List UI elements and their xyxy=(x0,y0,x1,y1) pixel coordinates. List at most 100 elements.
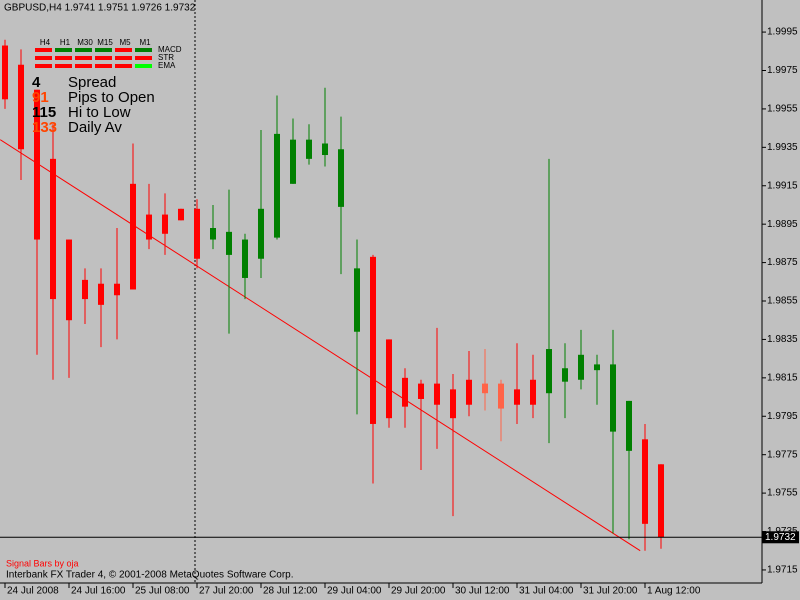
x-tick-label: 29 Jul 04:00 xyxy=(327,586,382,597)
candle-body xyxy=(386,339,392,419)
signal-block xyxy=(35,56,52,60)
last-price-label: 1.9732 xyxy=(765,532,796,543)
candle-body xyxy=(514,389,520,405)
signal-block xyxy=(95,56,112,60)
candle-body xyxy=(546,349,552,394)
candle-body xyxy=(274,133,280,238)
candle-body xyxy=(306,139,312,159)
timeframe-label: H4 xyxy=(40,38,51,47)
candle-body xyxy=(498,383,504,409)
last-price-box xyxy=(762,531,799,544)
signal-block xyxy=(115,48,132,52)
signal-block xyxy=(75,56,92,60)
y-tick-label: 1.9755 xyxy=(767,488,798,499)
candle-body xyxy=(242,239,248,278)
stat-value: 91 xyxy=(32,89,49,106)
signal-block xyxy=(75,48,92,52)
candle-body xyxy=(146,214,152,240)
signal-block xyxy=(115,56,132,60)
x-tick-label: 27 Jul 20:00 xyxy=(199,586,254,597)
stat-value: 115 xyxy=(32,104,56,121)
candle-body xyxy=(210,228,216,240)
candle-body xyxy=(82,279,88,300)
candle-body xyxy=(418,383,424,399)
x-tick-label: 1 Aug 12:00 xyxy=(647,586,701,597)
candle-body xyxy=(338,149,344,207)
candle-body xyxy=(562,368,568,382)
candle-body xyxy=(162,214,168,234)
y-tick-label: 1.9795 xyxy=(767,411,798,422)
y-tick-label: 1.9915 xyxy=(767,180,798,191)
candle-body xyxy=(50,158,56,300)
candle-body xyxy=(370,256,376,424)
candle-body xyxy=(578,354,584,380)
x-tick-label: 30 Jul 12:00 xyxy=(455,586,510,597)
candle-body xyxy=(434,383,440,405)
timeframe-label: H1 xyxy=(60,38,71,47)
y-tick-label: 1.9955 xyxy=(767,104,798,115)
x-tick-label: 25 Jul 08:00 xyxy=(135,586,190,597)
y-tick-label: 1.9875 xyxy=(767,257,798,268)
candle-body xyxy=(178,208,184,221)
candle-body xyxy=(194,208,200,259)
signal-block xyxy=(55,64,72,68)
candle-body xyxy=(34,89,40,240)
stat-value: 4 xyxy=(32,74,41,91)
candle-body xyxy=(610,364,616,432)
signature: Signal Bars by oja xyxy=(6,558,79,568)
signal-block xyxy=(135,64,152,68)
y-tick-label: 1.9975 xyxy=(767,65,798,76)
candle-body xyxy=(466,379,472,405)
stat-label: Pips to Open xyxy=(68,89,155,106)
y-tick-label: 1.9855 xyxy=(767,296,798,307)
y-tick-label: 1.9995 xyxy=(767,27,798,38)
candle-body xyxy=(290,139,296,184)
stat-label: Daily Av xyxy=(68,119,122,136)
candle-body xyxy=(2,45,8,100)
candle-body xyxy=(450,389,456,419)
y-tick-label: 1.9775 xyxy=(767,449,798,460)
row-label: MACD xyxy=(158,45,182,54)
x-tick-label: 29 Jul 20:00 xyxy=(391,586,446,597)
signal-block xyxy=(35,48,52,52)
x-tick-label: 31 Jul 04:00 xyxy=(519,586,574,597)
x-tick-label: 28 Jul 12:00 xyxy=(263,586,318,597)
candle-body xyxy=(226,231,232,255)
y-tick-label: 1.9835 xyxy=(767,334,798,345)
signal-block xyxy=(135,48,152,52)
candle-body xyxy=(114,283,120,296)
timeframe-label: M5 xyxy=(119,38,131,47)
candle-body xyxy=(594,364,600,371)
y-tick-label: 1.9815 xyxy=(767,372,798,383)
x-tick-label: 24 Jul 2008 xyxy=(7,586,59,597)
copyright: Interbank FX Trader 4, © 2001-2008 MetaQ… xyxy=(6,570,294,581)
signal-block xyxy=(115,64,132,68)
candle-body xyxy=(66,239,72,321)
trendline xyxy=(0,139,641,552)
candle-body xyxy=(626,400,632,451)
y-tick-label: 1.9715 xyxy=(767,565,798,576)
chart-title: GBPUSD,H4 1.9741 1.9751 1.9726 1.9732 xyxy=(4,3,196,14)
stat-label: Hi to Low xyxy=(68,104,131,121)
x-tick-label: 31 Jul 20:00 xyxy=(583,586,638,597)
y-tick-label: 1.9895 xyxy=(767,219,798,230)
signal-block xyxy=(55,48,72,52)
signal-block xyxy=(75,64,92,68)
row-label: STR xyxy=(158,53,174,62)
candle-body xyxy=(642,439,648,524)
timeframe-label: M1 xyxy=(139,38,151,47)
timeframe-label: M15 xyxy=(97,38,113,47)
stat-label: Spread xyxy=(68,74,116,91)
candle-body xyxy=(658,464,664,538)
candle-body xyxy=(18,64,24,150)
candle-body xyxy=(130,183,136,290)
signal-block xyxy=(55,56,72,60)
candle-body xyxy=(482,383,488,394)
y-tick-label: 1.9935 xyxy=(767,142,798,153)
stat-value: 133 xyxy=(32,119,57,136)
candle-body xyxy=(322,143,328,156)
signal-block xyxy=(135,56,152,60)
candle-body xyxy=(98,283,104,305)
signal-block xyxy=(95,64,112,68)
candle-body xyxy=(402,377,408,407)
